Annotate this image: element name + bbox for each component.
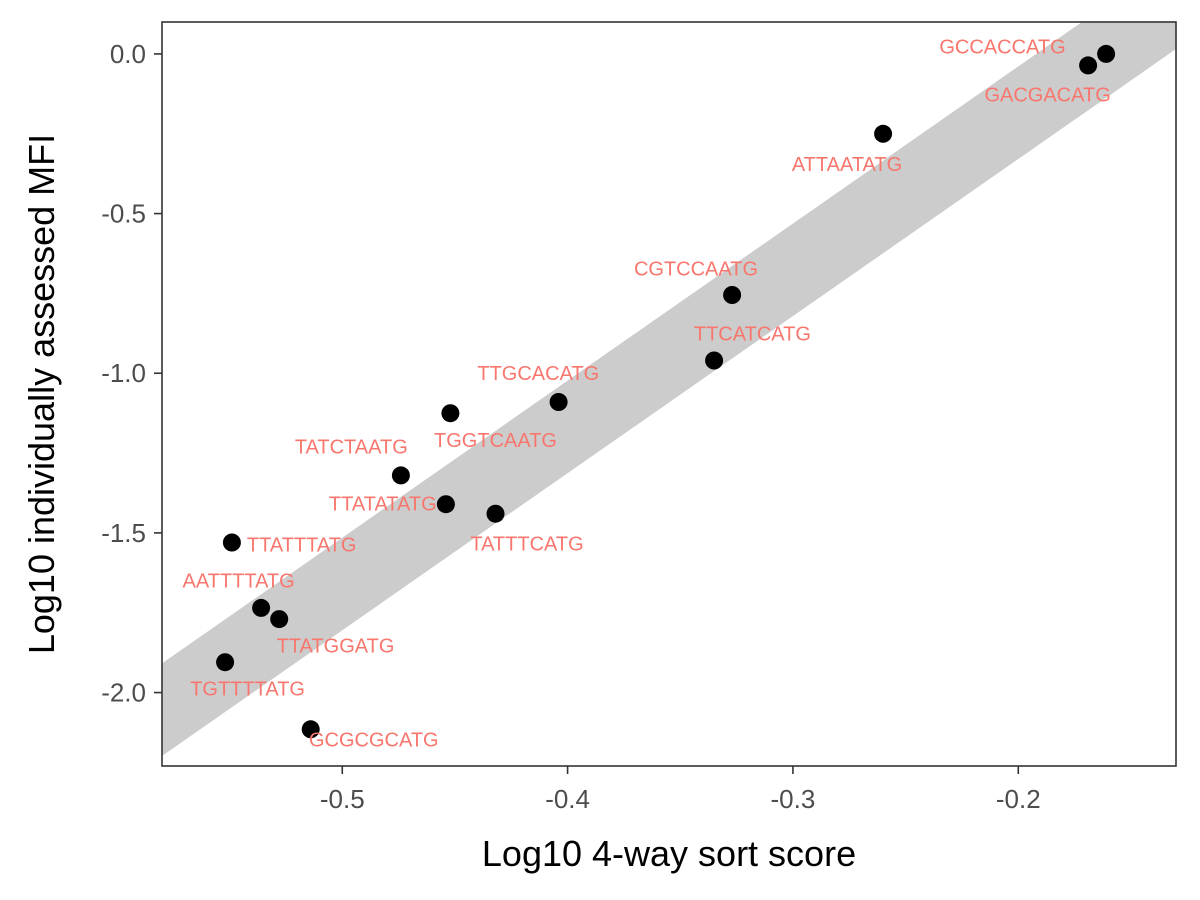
data-point bbox=[441, 404, 460, 423]
point-label: TGGTCAATG bbox=[434, 430, 557, 452]
point-label: TTATGGATG bbox=[277, 636, 395, 658]
y-tick-label: -2.0 bbox=[101, 678, 146, 708]
y-tick-label: 0.0 bbox=[110, 39, 146, 69]
point-label: TATCTAATG bbox=[295, 437, 408, 459]
data-point bbox=[391, 466, 410, 485]
point-label: ATTAATATG bbox=[792, 154, 902, 176]
x-tick-label: -0.5 bbox=[320, 784, 365, 814]
y-axis: 0.0 -0.5 -1.0 -1.5 -2.0 bbox=[101, 39, 162, 708]
data-point bbox=[1079, 56, 1098, 75]
confidence-band bbox=[162, 22, 1176, 756]
point-label: TTATATATG bbox=[329, 494, 437, 516]
data-point bbox=[1097, 44, 1116, 63]
y-axis-title: Log10 individually assessed MFI bbox=[21, 134, 62, 654]
point-label: CGTCCAATG bbox=[634, 259, 758, 281]
data-point bbox=[252, 598, 271, 617]
point-label: GACGACATG bbox=[984, 85, 1110, 107]
y-tick-label: -0.5 bbox=[101, 199, 146, 229]
y-tick-label: -1.0 bbox=[101, 358, 146, 388]
point-labels-layer: GCCACCATG GACGACATG ATTAATATG CGTCCAATG TTCA… bbox=[182, 36, 1110, 751]
plot-panel-border bbox=[161, 21, 1177, 767]
points-layer bbox=[216, 44, 1116, 739]
point-label: TGTTTTATG bbox=[190, 679, 305, 701]
data-point bbox=[216, 653, 235, 672]
data-point bbox=[270, 610, 289, 629]
data-point bbox=[549, 393, 568, 411]
data-point bbox=[301, 720, 320, 739]
y-tick-label: -1.5 bbox=[101, 518, 146, 548]
x-tick-label: -0.3 bbox=[771, 784, 816, 814]
point-label: TTGCACATG bbox=[477, 363, 599, 385]
data-point bbox=[436, 495, 455, 514]
x-tick-label: -0.2 bbox=[996, 784, 1041, 814]
data-point bbox=[486, 504, 505, 523]
point-label: TTATTTATG bbox=[247, 534, 357, 556]
point-label: AATTTTATG bbox=[182, 571, 294, 593]
point-label: TATTTCATG bbox=[470, 533, 583, 555]
fit-band-layer bbox=[162, 22, 1176, 756]
x-tick-label: -0.4 bbox=[545, 784, 590, 814]
point-label: GCGCGCATG bbox=[309, 730, 439, 752]
data-point bbox=[723, 286, 742, 304]
x-axis: -0.5 -0.4 -0.3 -0.2 bbox=[320, 766, 1041, 814]
data-point bbox=[705, 351, 724, 370]
point-label: TTCATCATG bbox=[694, 323, 811, 345]
data-point bbox=[222, 533, 241, 552]
data-point bbox=[874, 124, 893, 143]
x-axis-title: Log10 4-way sort score bbox=[482, 833, 856, 874]
point-label: GCCACCATG bbox=[939, 36, 1065, 58]
